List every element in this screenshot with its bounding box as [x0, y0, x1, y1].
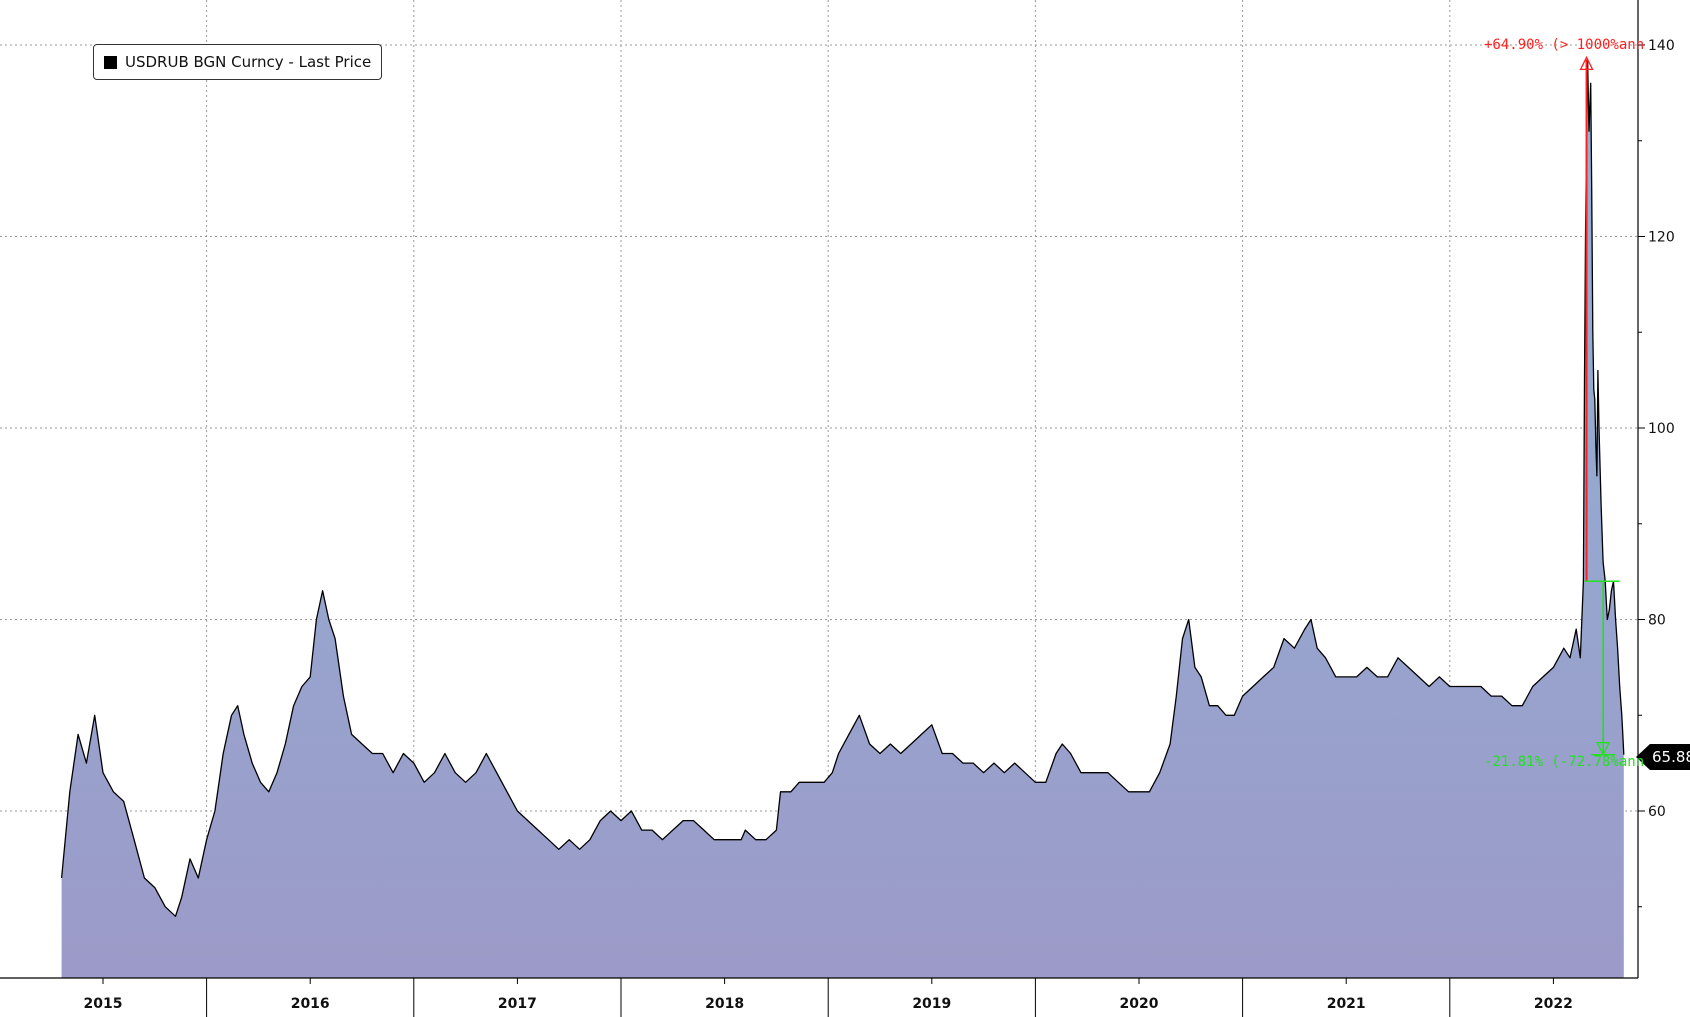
y-tick-label: 100	[1648, 421, 1675, 437]
x-tick-label: 2022	[1534, 996, 1573, 1012]
x-axis-ticks: 2015 2016 2017 2018 2019 2020 2021 2022	[84, 978, 1573, 1017]
x-tick-label: 2015	[84, 996, 123, 1012]
annotation-rise: +64.90% (> 1000%ann	[1484, 37, 1645, 53]
y-tick-label: 80	[1648, 613, 1666, 629]
y-tick-label: 120	[1648, 230, 1675, 246]
legend: USDRUB BGN Curncy - Last Price	[93, 44, 383, 80]
change-annotations	[1579, 55, 1620, 757]
legend-swatch	[104, 55, 117, 69]
y-tick-label: 140	[1648, 38, 1675, 54]
annotation-fall: -21.81% (-72.78%ann	[1484, 754, 1645, 770]
legend-label: USDRUB BGN Curncy - Last Price	[125, 53, 372, 71]
annotation-rise-arrow	[1579, 55, 1594, 71]
price-area	[61, 59, 1624, 978]
y-tick-label: 60	[1648, 804, 1666, 820]
x-tick-label: 2017	[498, 996, 537, 1012]
price-line	[60, 58, 1625, 917]
last-price-value: 65.88	[1652, 748, 1690, 766]
x-tick-label: 2021	[1327, 996, 1366, 1012]
x-tick-label: 2020	[1120, 996, 1159, 1012]
x-tick-label: 2019	[912, 996, 951, 1012]
axes	[0, 0, 1639, 979]
y-axis-ticks: 60 80 100 120 140	[1638, 38, 1675, 908]
x-tick-label: 2018	[705, 996, 744, 1012]
x-tick-label: 2016	[291, 996, 330, 1012]
annotation-fall-arrow	[1596, 742, 1611, 757]
